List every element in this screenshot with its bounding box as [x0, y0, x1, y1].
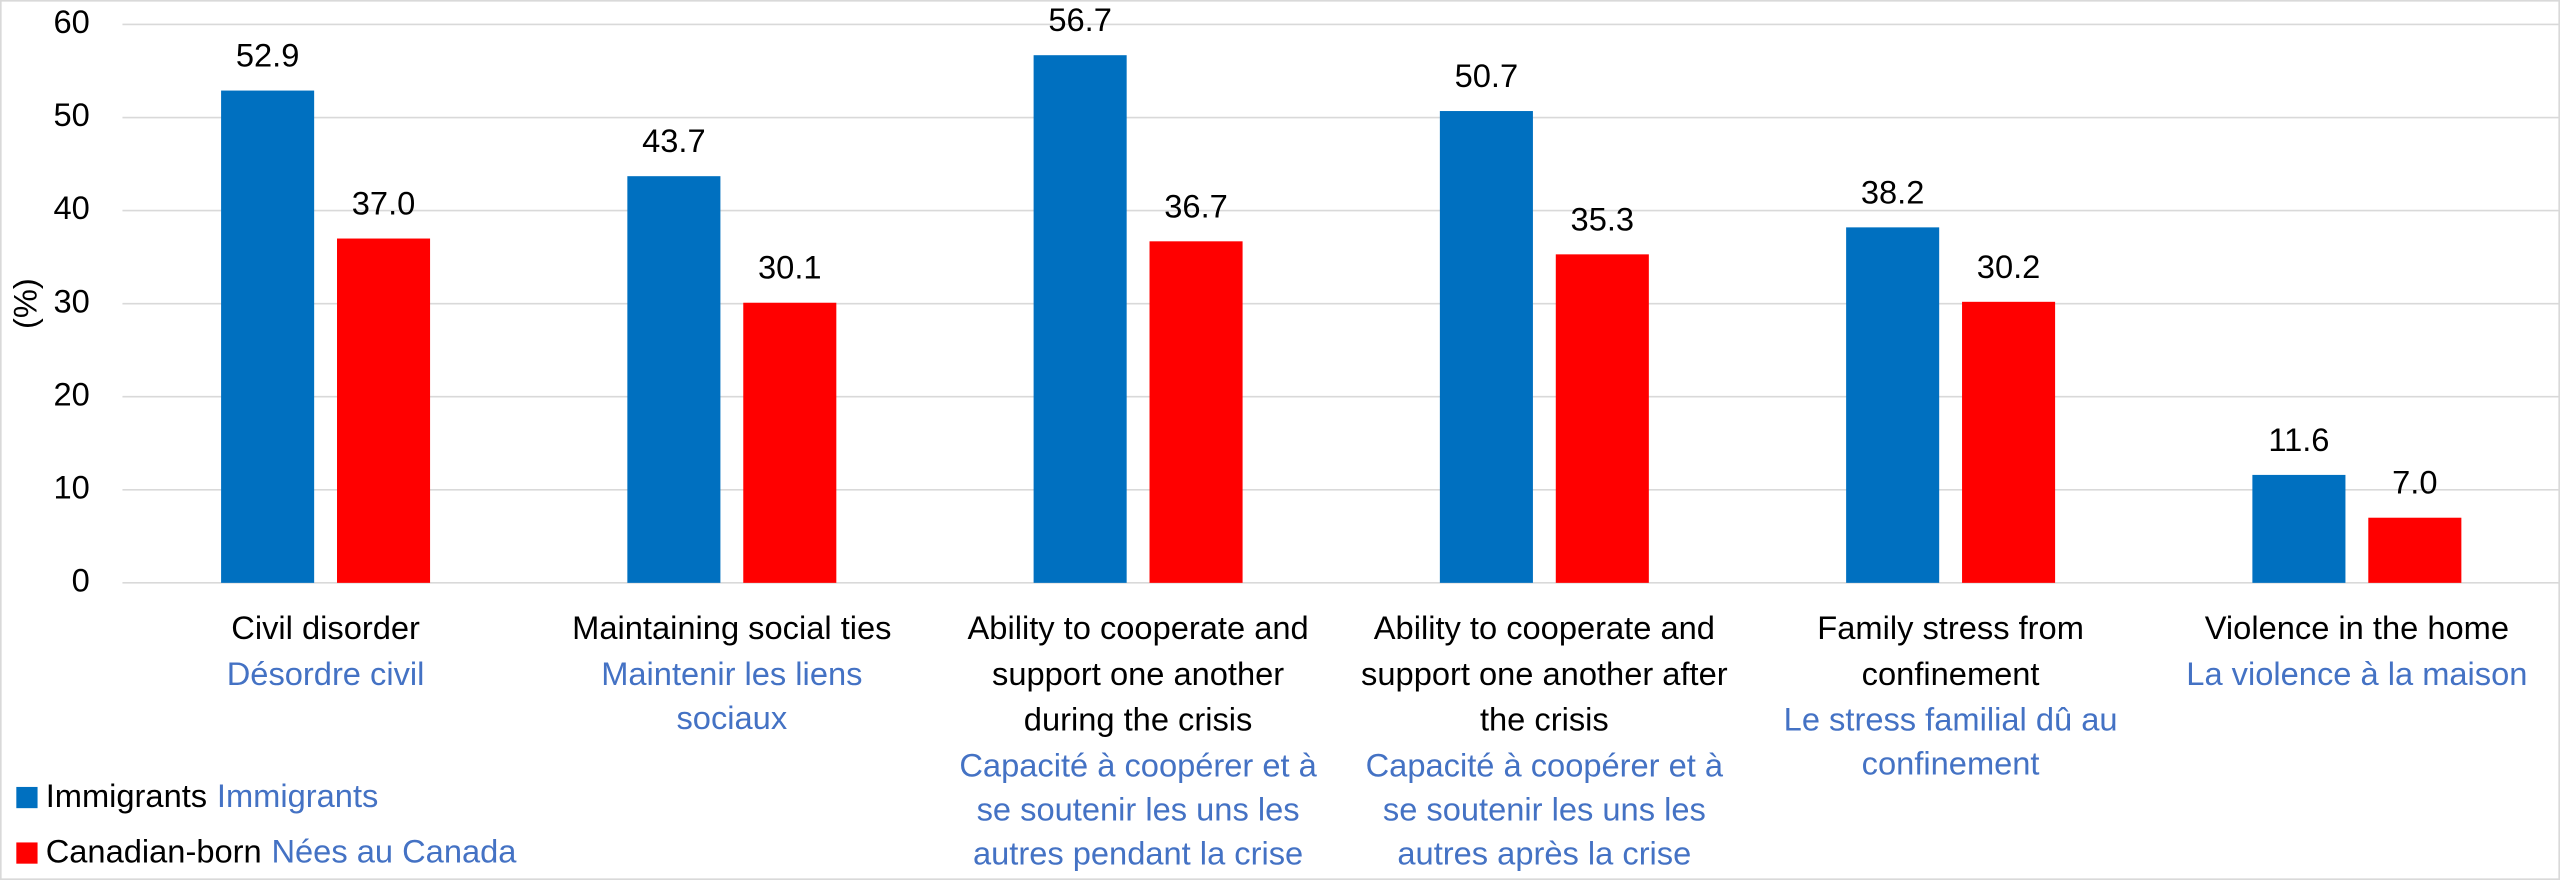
bar	[1555, 254, 1649, 583]
x-tick-label-fr: Capacité à coopérer et à se soutenir les …	[959, 746, 1317, 871]
x-tick-label: Ability to cooperate and support one anot…	[1361, 609, 1728, 737]
x-tick-label: Civil disorder	[231, 609, 420, 646]
value-label: 56.7	[1048, 1, 1112, 38]
value-label: 30.1	[758, 249, 822, 286]
y-tick-label: 50	[53, 96, 89, 133]
value-label: 50.7	[1455, 57, 1519, 94]
bar	[2252, 474, 2346, 583]
y-tick-label: 60	[53, 3, 89, 40]
y-axis-label: (%)	[6, 278, 43, 329]
bar	[1846, 227, 1940, 583]
legend-label: Immigrants	[46, 777, 207, 814]
legend-swatch	[16, 786, 38, 809]
bar	[221, 90, 315, 583]
x-tick-label-fr: Maintenir les liens sociaux	[601, 655, 862, 736]
legend-swatch	[16, 842, 38, 864]
bar	[2368, 517, 2462, 583]
bar	[743, 302, 837, 583]
y-tick-label: 30	[53, 282, 89, 319]
value-label: 11.6	[2268, 421, 2329, 458]
y-tick-label: 20	[53, 375, 89, 412]
x-tick-label-fr: Capacité à coopérer et à se soutenir les …	[1366, 746, 1724, 871]
value-label: 35.3	[1571, 200, 1635, 237]
value-label: 52.9	[236, 37, 300, 74]
x-tick-label: Maintaining social ties	[572, 609, 891, 646]
x-tick-label-fr: Le stress familial dû au confinement	[1784, 700, 2118, 781]
y-tick-label: 40	[53, 189, 89, 226]
x-tick-label-fr: La violence à la maison	[2186, 655, 2527, 692]
value-label: 36.7	[1164, 187, 1228, 224]
x-tick-label: Ability to cooperate and support one anot…	[968, 609, 1309, 737]
value-label: 7.0	[2392, 464, 2437, 501]
bar	[1149, 241, 1243, 583]
bar	[1033, 55, 1127, 583]
y-tick-label: 0	[72, 561, 90, 598]
legend-label: Canadian-born	[46, 833, 262, 870]
bar	[1439, 111, 1533, 583]
y-tick-label: 10	[53, 468, 89, 505]
value-label: 38.2	[1861, 173, 1925, 210]
value-label: 30.2	[1977, 248, 2041, 285]
value-label: 37.0	[352, 185, 416, 222]
x-tick-label: Family stress from confinement	[1817, 609, 2084, 692]
x-tick-label: Violence in the home	[2205, 609, 2509, 646]
bar	[1962, 301, 2056, 583]
legend-label-fr: Immigrants	[217, 777, 378, 814]
legend-label-fr: Nées au Canada	[271, 833, 517, 870]
value-label: 43.7	[642, 122, 706, 159]
bar	[627, 176, 721, 583]
bar	[337, 238, 431, 583]
x-tick-label-fr: Désordre civil	[227, 655, 425, 692]
